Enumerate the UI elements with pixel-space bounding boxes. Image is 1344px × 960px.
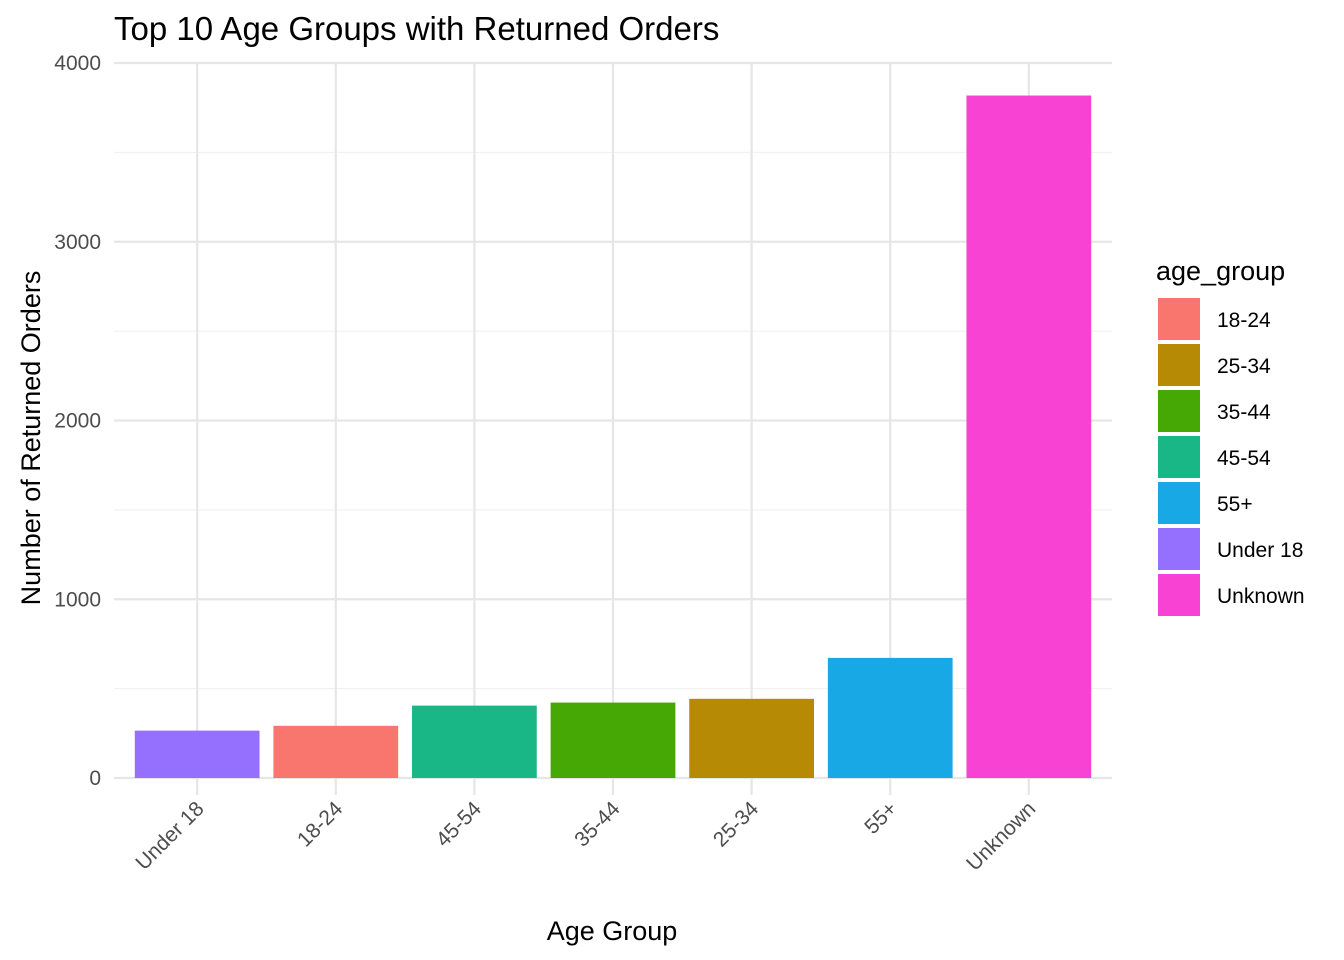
bar-under-18 <box>134 730 260 778</box>
bar-unknown <box>966 95 1092 779</box>
legend-label: Under 18 <box>1217 539 1303 562</box>
y-tick-label: 3000 <box>54 231 101 254</box>
legend-key <box>1158 298 1200 340</box>
legend-label: 35-44 <box>1217 401 1271 424</box>
x-tick-label: 45-54 <box>432 797 486 851</box>
bar-55- <box>827 657 953 778</box>
y-tick-label: 4000 <box>54 52 101 75</box>
legend-key <box>1158 436 1200 478</box>
chart-title: Top 10 Age Groups with Returned Orders <box>114 10 719 47</box>
x-axis-title: Age Group <box>547 916 678 946</box>
plot-area: 0 1000 2000 3000 4000 Under 18 18-24 45-54 35-44… <box>54 52 1112 875</box>
legend-key <box>1158 482 1200 524</box>
x-tick-label: Unknown <box>962 797 1040 875</box>
legend-key <box>1158 344 1200 386</box>
legend-label: 45-54 <box>1217 447 1271 470</box>
legend: age_group 18-24 25-34 35-44 45-54 55+ Under 1… <box>1156 256 1305 616</box>
y-tick-label: 1000 <box>54 588 101 611</box>
x-tick-label: 55+ <box>860 797 901 838</box>
legend-key <box>1158 390 1200 432</box>
bar-18-24 <box>273 725 399 778</box>
x-tick-label: 18-24 <box>293 797 347 851</box>
bar-35-44 <box>550 702 676 778</box>
legend-label: Unknown <box>1217 585 1305 608</box>
x-tick-label: 25-34 <box>709 797 763 851</box>
x-tick-label: Under 18 <box>131 797 208 874</box>
legend-key <box>1158 528 1200 570</box>
legend-label: 55+ <box>1217 493 1253 516</box>
legend-label: 25-34 <box>1217 355 1271 378</box>
x-tick-label: 35-44 <box>570 797 624 851</box>
y-tick-label: 0 <box>89 767 101 790</box>
y-tick-label: 2000 <box>54 410 101 433</box>
bar-45-54 <box>412 705 537 778</box>
y-axis-title: Number of Returned Orders <box>16 271 46 606</box>
legend-label: 18-24 <box>1217 309 1271 332</box>
legend-title: age_group <box>1156 256 1285 286</box>
legend-key <box>1158 574 1200 616</box>
bar-25-34 <box>689 698 814 778</box>
